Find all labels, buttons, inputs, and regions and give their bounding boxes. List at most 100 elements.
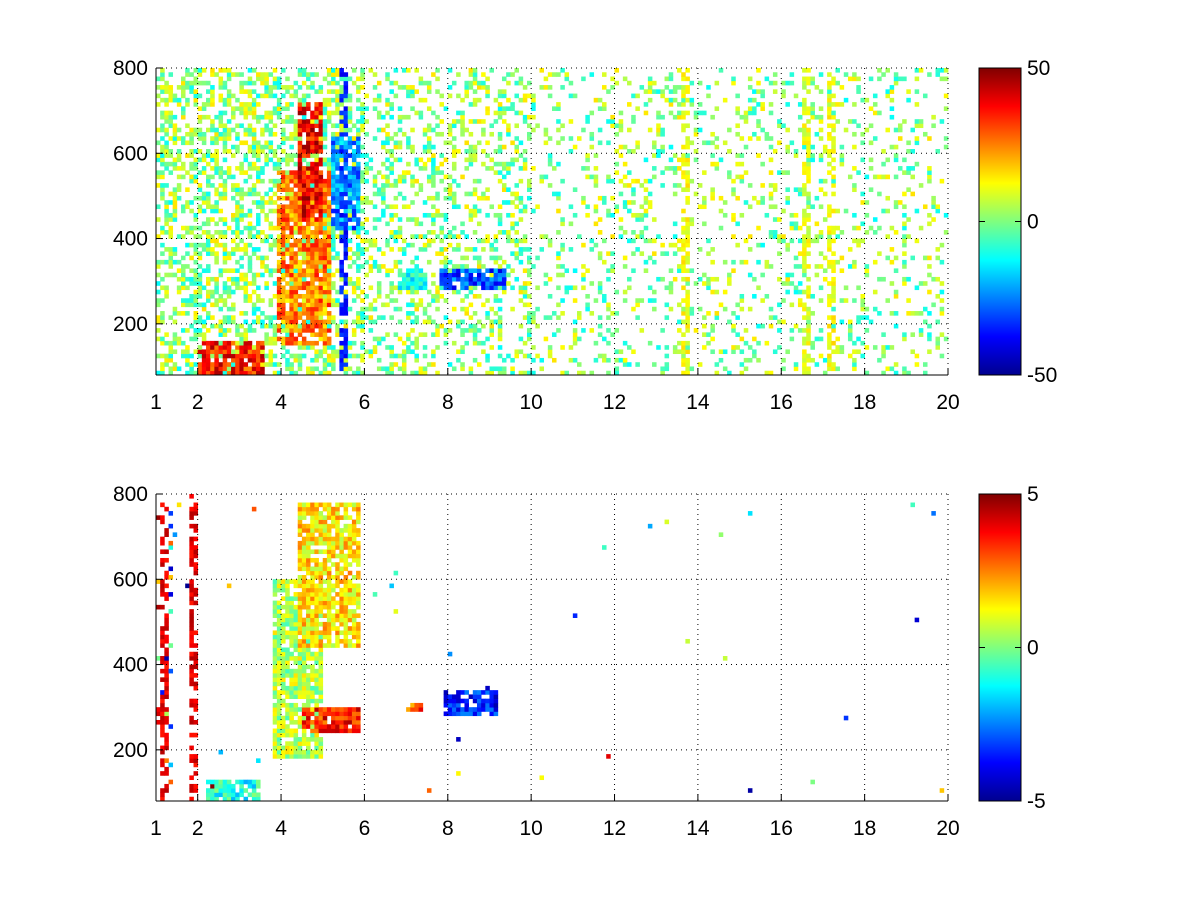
- heatmap-cell: [672, 191, 678, 197]
- heatmap-cell: [793, 212, 799, 218]
- heatmap-cell: [160, 149, 165, 154]
- heatmap-cell: [777, 170, 782, 175]
- heatmap-cell: [318, 293, 324, 299]
- heatmap-cell: [164, 166, 169, 171]
- heatmap-cell: [685, 183, 690, 188]
- heatmap-cell: [401, 370, 407, 376]
- heatmap-cell: [447, 230, 453, 235]
- heatmap-cell: [160, 604, 165, 610]
- heatmap-cell: [264, 80, 269, 86]
- heatmap-cell: [677, 328, 682, 333]
- heatmap-cell: [193, 664, 199, 670]
- heatmap-cell: [677, 349, 682, 355]
- heatmap-cell: [322, 212, 328, 218]
- heatmap-cell: [647, 80, 653, 86]
- heatmap-cell: [268, 114, 274, 120]
- heatmap-cell: [218, 362, 224, 367]
- heatmap-cell: [285, 651, 290, 657]
- heatmap-cell: [256, 758, 261, 763]
- heatmap-cell: [281, 225, 286, 231]
- heatmap-cell: [322, 144, 328, 150]
- heatmap-cell: [381, 174, 386, 180]
- heatmap-cell: [526, 255, 532, 261]
- heatmap-cell: [668, 76, 674, 82]
- heatmap-cell: [456, 234, 461, 239]
- heatmap-cell: [160, 634, 165, 640]
- heatmap-cell: [697, 204, 703, 210]
- heatmap-cell: [406, 345, 411, 350]
- heatmap-cell: [218, 792, 224, 798]
- heatmap-cell: [935, 149, 941, 154]
- heatmap-cell: [322, 345, 328, 350]
- heatmap-cell: [356, 315, 361, 320]
- heatmap-cell: [193, 259, 199, 265]
- heatmap-cell: [518, 349, 524, 355]
- heatmap-cell: [414, 319, 419, 325]
- heatmap-cell: [164, 528, 169, 533]
- heatmap-cell: [251, 289, 257, 295]
- heatmap-cell: [218, 353, 224, 359]
- heatmap-cell: [460, 281, 465, 286]
- heatmap-cell: [201, 80, 207, 86]
- heatmap-cell: [239, 191, 244, 197]
- heatmap-cell: [276, 195, 282, 201]
- heatmap-cell: [272, 600, 278, 606]
- heatmap-cell: [185, 187, 190, 192]
- heatmap-cell: [189, 366, 194, 372]
- heatmap-cell: [918, 225, 924, 231]
- heatmap-cell: [722, 289, 728, 295]
- heatmap-cell: [322, 230, 328, 235]
- heatmap-cell: [451, 225, 457, 231]
- heatmap-cell: [222, 217, 228, 222]
- heatmap-cell: [256, 366, 261, 372]
- heatmap-cell: [677, 114, 682, 120]
- heatmap-cell: [447, 93, 453, 99]
- heatmap-cell: [927, 170, 932, 175]
- heatmap-cell: [597, 230, 603, 235]
- heatmap-cell: [685, 221, 690, 227]
- heatmap-cell: [472, 144, 478, 150]
- heatmap-cell: [802, 140, 807, 146]
- heatmap-cell: [818, 178, 824, 184]
- heatmap-cell: [856, 89, 861, 94]
- heatmap-cell: [339, 76, 344, 82]
- heatmap-cell: [164, 788, 169, 793]
- heatmap-cell: [885, 366, 890, 372]
- heatmap-cell: [268, 357, 274, 363]
- heatmap-cell: [514, 144, 519, 150]
- heatmap-cell: [293, 93, 299, 99]
- heatmap-cell: [910, 255, 915, 261]
- heatmap-cell: [735, 131, 740, 137]
- heatmap-cell: [285, 366, 290, 372]
- heatmap-cell: [631, 200, 636, 205]
- heatmap-cell: [585, 302, 590, 308]
- heatmap-cell: [435, 191, 440, 197]
- heatmap-cell: [285, 656, 290, 661]
- heatmap-cell: [606, 174, 611, 180]
- heatmap-cell: [214, 114, 219, 120]
- heatmap-cell: [272, 85, 278, 90]
- heatmap-cell: [664, 251, 670, 256]
- heatmap-cell: [393, 157, 399, 163]
- heatmap-cell: [889, 89, 895, 94]
- heatmap-cell: [301, 166, 307, 171]
- heatmap-cell: [193, 528, 199, 533]
- heatmap-cell: [456, 183, 461, 188]
- heatmap-cell: [281, 178, 286, 184]
- heatmap-cell: [251, 779, 257, 785]
- heatmap-cell: [802, 144, 807, 150]
- heatmap-cell: [647, 97, 653, 103]
- heatmap-cell: [256, 345, 261, 350]
- heatmap-cell: [802, 191, 807, 197]
- heatmap-cell: [339, 127, 344, 133]
- heatmap-cell: [239, 238, 244, 244]
- heatmap-cell: [414, 306, 419, 312]
- heatmap-cell: [293, 251, 299, 256]
- heatmap-cell: [256, 234, 261, 239]
- heatmap-cell: [914, 76, 920, 82]
- heatmap-cell: [622, 255, 628, 261]
- heatmap-cell: [243, 345, 249, 350]
- heatmap-cell: [572, 328, 578, 333]
- heatmap-cell: [343, 144, 349, 150]
- heatmap-cell: [343, 153, 349, 158]
